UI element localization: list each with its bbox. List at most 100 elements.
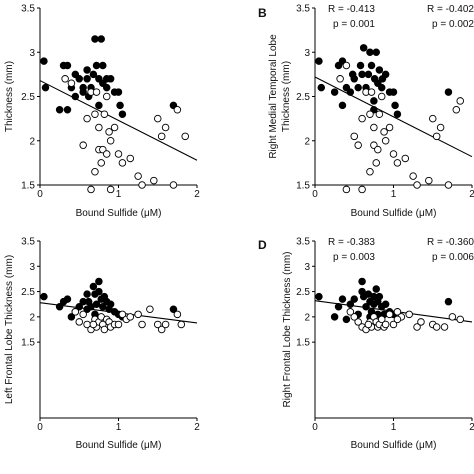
data-point-open	[440, 323, 449, 331]
data-point-open	[126, 154, 135, 163]
y-tick-label: 3	[29, 48, 35, 59]
y-tick-label: 3.5	[21, 4, 35, 15]
data-point-open	[91, 110, 99, 118]
data-point-open	[83, 114, 91, 123]
data-point-open	[89, 320, 98, 329]
data-point-open	[138, 320, 146, 329]
y-tick-label: 3	[304, 262, 310, 273]
y-tick-label: 3	[304, 48, 310, 59]
x-tick-label: 0	[312, 189, 318, 200]
data-point-filled	[370, 97, 378, 105]
data-point-open	[161, 123, 170, 132]
data-point-filled	[391, 101, 399, 110]
x-tick-label: 0	[37, 189, 43, 200]
data-point-open	[452, 106, 461, 114]
data-point-filled	[83, 75, 91, 83]
data-point-open	[102, 150, 111, 158]
y-tick-label: 3.5	[21, 237, 35, 248]
data-point-filled	[358, 70, 366, 79]
data-point-open	[157, 132, 166, 141]
data-point-open	[364, 320, 373, 329]
data-point-filled	[95, 287, 103, 296]
panel-letter: B	[258, 6, 267, 20]
data-point-open	[417, 318, 425, 326]
data-point-filled	[102, 83, 111, 92]
data-point-open	[436, 123, 445, 132]
data-point-filled	[169, 305, 178, 314]
data-point-open	[432, 323, 441, 331]
data-point-open	[173, 310, 182, 319]
data-point-open	[177, 320, 186, 329]
y-tick-label: 2	[304, 312, 310, 323]
y-tick-label: 2	[29, 136, 35, 147]
data-point-filled	[75, 302, 83, 311]
data-point-open	[118, 159, 127, 167]
stat-line-2: p = 0.001	[333, 19, 375, 30]
stat-line-1: R = -0.402	[427, 4, 474, 15]
data-point-open	[95, 123, 103, 132]
x-tick-label: 0	[312, 422, 318, 433]
y-tick-label: 1.5	[21, 338, 35, 349]
data-point-filled	[41, 83, 50, 92]
data-point-filled	[372, 285, 380, 293]
data-point-filled	[393, 110, 402, 118]
data-point-filled	[91, 35, 99, 43]
data-point-filled	[372, 48, 380, 57]
data-point-open	[102, 92, 111, 101]
data-point-filled	[79, 88, 87, 96]
data-point-open	[385, 123, 394, 132]
x-axis-title: Bound Sulfide (μM)	[351, 208, 437, 219]
y-axis-title: Left Frontal Lobe Thickness (mm)	[4, 255, 15, 404]
stat-line-2: p = 0.003	[333, 252, 375, 263]
data-point-filled	[63, 106, 72, 114]
data-point-filled	[83, 290, 91, 298]
y-tick-label: 3	[29, 262, 35, 273]
data-point-open	[75, 318, 83, 326]
data-point-open	[413, 323, 421, 331]
data-point-open	[381, 136, 390, 145]
data-point-open	[342, 185, 351, 194]
data-point-filled	[55, 302, 64, 311]
data-point-open	[374, 145, 382, 154]
data-point-open	[100, 110, 109, 118]
data-point-open	[97, 159, 105, 167]
trendline	[39, 80, 198, 161]
data-point-open	[372, 159, 380, 167]
y-tick-label: 2.5	[21, 287, 35, 298]
data-point-filled	[350, 295, 359, 303]
x-tick-label: 1	[116, 189, 122, 200]
data-point-filled	[83, 66, 91, 74]
data-point-open	[389, 320, 398, 329]
data-point-open	[105, 128, 113, 136]
data-point-open	[153, 320, 162, 329]
data-point-filled	[40, 57, 48, 65]
data-point-open	[358, 185, 366, 194]
data-point-filled	[338, 295, 347, 303]
data-point-filled	[95, 277, 103, 286]
data-point-open	[389, 150, 398, 158]
data-point-open	[106, 136, 115, 145]
y-axis-title: Thickness (mm)	[4, 61, 15, 132]
data-point-open	[91, 167, 99, 176]
data-point-open	[354, 141, 362, 149]
data-point-filled	[63, 61, 72, 70]
x-tick-label: 1	[116, 422, 122, 433]
data-point-filled	[346, 88, 355, 96]
data-point-open	[366, 167, 374, 176]
x-axis-title: Bound Sulfide (μM)	[351, 440, 437, 451]
data-point-open	[456, 315, 464, 324]
y-tick-label: 3.5	[296, 237, 310, 248]
data-point-filled	[346, 300, 355, 308]
data-point-filled	[444, 88, 453, 96]
data-point-filled	[315, 292, 323, 301]
data-point-open	[350, 132, 359, 141]
data-point-open	[444, 181, 453, 189]
y-axis-title: Right Frontal Lobe Thickness (mm)	[282, 252, 293, 408]
data-point-filled	[97, 35, 105, 43]
data-point-open	[432, 132, 441, 141]
x-tick-label: 1	[391, 189, 397, 200]
data-point-filled	[362, 302, 370, 311]
data-point-open	[106, 185, 115, 194]
data-point-filled	[315, 57, 323, 65]
data-point-filled	[92, 300, 101, 308]
